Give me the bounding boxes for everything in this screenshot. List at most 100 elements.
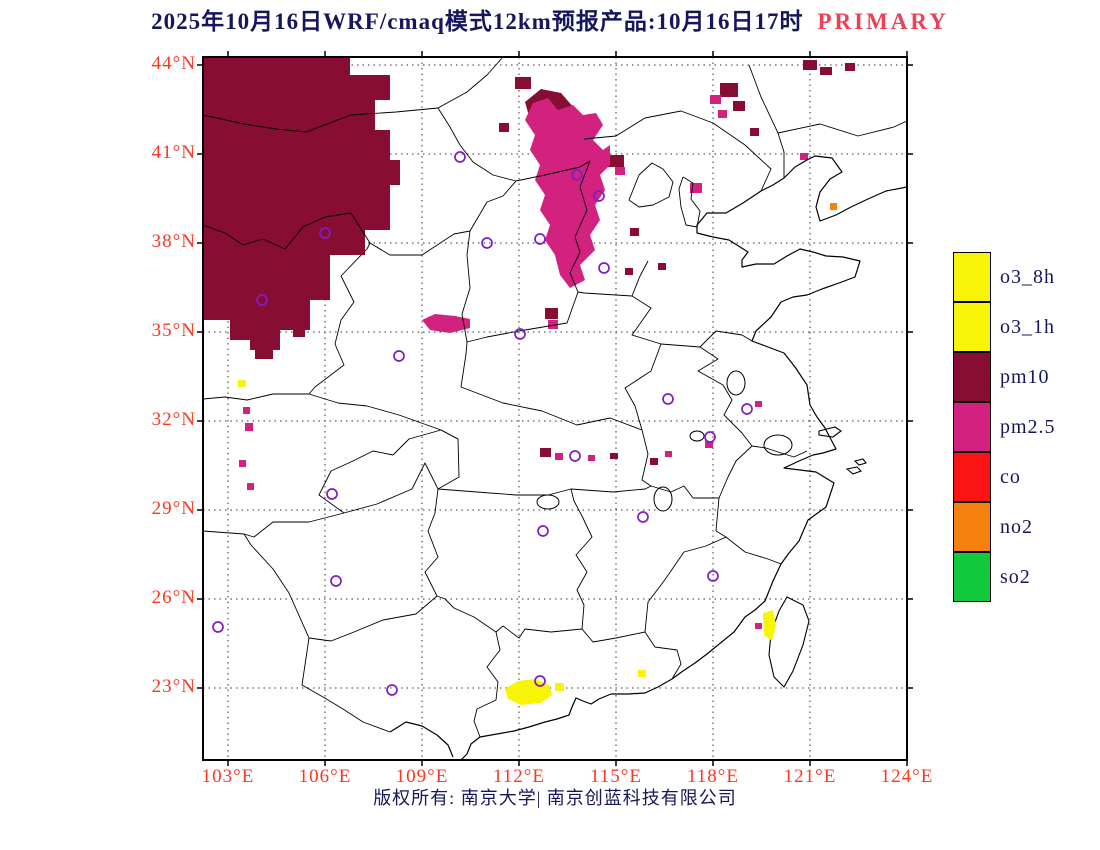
city-marker [534, 233, 546, 245]
city-marker [569, 450, 581, 462]
pm10-region [203, 57, 400, 350]
province-boundary [660, 330, 753, 348]
copyright: 版权所有: 南京大学| 南京创蓝科技有限公司 [373, 788, 737, 808]
forecast-map [197, 51, 913, 766]
legend: o3_8h o3_1h pm10 pm2.5 co no2 so2 [953, 252, 1056, 602]
lon-label: 112°E [493, 766, 545, 787]
province-boundary [583, 110, 772, 192]
city-marker [454, 151, 466, 163]
pm10-cell [625, 268, 633, 275]
island-outline [845, 466, 862, 475]
o3-cell [555, 683, 564, 691]
city-marker [593, 190, 605, 202]
pm10-cell [845, 63, 855, 71]
lat-label: 26°N [151, 587, 196, 608]
pm10-cell [658, 263, 666, 270]
province-boundary [581, 628, 646, 643]
province-boundary [461, 160, 591, 343]
lon-label: 115°E [590, 766, 642, 787]
province-boundary [644, 631, 682, 680]
o3-region [763, 610, 776, 641]
lon-label: 106°E [298, 766, 352, 787]
lat-label: 44°N [151, 53, 196, 74]
lat-label: 38°N [151, 231, 196, 252]
province-boundary [424, 488, 439, 597]
coastline [460, 155, 908, 761]
province-boundary [202, 530, 310, 639]
legend-item: pm10 [953, 352, 1056, 402]
lake-outline [536, 494, 560, 510]
legend-item: no2 [953, 502, 1056, 552]
legend-swatch-o3_8h [953, 252, 991, 302]
province-boundary [751, 445, 808, 458]
pm2.5-cell [247, 483, 254, 490]
legend-swatch-so2 [953, 552, 991, 602]
legend-item: pm2.5 [953, 402, 1056, 452]
pm10-cell [540, 448, 551, 457]
province-boundary [748, 64, 908, 137]
province-boundary [243, 512, 345, 538]
city-marker [662, 393, 674, 405]
province-boundary [308, 393, 460, 490]
legend-label: pm10 [1000, 365, 1050, 388]
pm10-cell [255, 345, 273, 359]
legend-label: pm2.5 [1000, 415, 1056, 438]
province-boundary [650, 485, 719, 499]
pm2.5-cell [800, 153, 808, 160]
primary-tag: PRIMARY [817, 9, 949, 34]
pm2.5-cell [555, 453, 563, 460]
province-boundary [437, 485, 652, 496]
province-boundary [460, 341, 643, 431]
province-boundary [697, 346, 753, 447]
island-outline [818, 426, 842, 438]
lat-label: 23°N [151, 676, 196, 697]
province-boundary [570, 488, 593, 630]
city-marker [330, 575, 342, 587]
coastline [389, 721, 454, 758]
city-marker [256, 294, 268, 306]
pm10-cell [608, 155, 624, 167]
pm2.5-cell [245, 423, 253, 431]
pm10-cell [499, 123, 509, 132]
legend-label: no2 [1000, 515, 1033, 538]
pm10-cell [545, 308, 558, 319]
lon-label: 118°E [687, 766, 739, 787]
province-boundary [777, 132, 785, 178]
lake-outline [726, 370, 746, 396]
lon-label: 121°E [783, 766, 837, 787]
lon-label: 109°E [395, 766, 449, 787]
pm2.5-cell [710, 95, 721, 104]
city-marker [386, 684, 398, 696]
province-boundary [369, 230, 471, 256]
city-marker [741, 403, 753, 415]
province-boundary [644, 536, 727, 633]
province-boundary [202, 212, 352, 250]
city-marker [326, 488, 338, 500]
province-boundary [495, 625, 583, 639]
province-boundary [437, 107, 517, 182]
province-boundary [718, 445, 753, 499]
pm2.5-cell [755, 623, 762, 629]
legend-swatch-pm10 [953, 352, 991, 402]
pm10-cell [630, 228, 639, 236]
pm2.5-region [422, 314, 470, 333]
legend-item: o3_1h [953, 302, 1056, 352]
pm10-cell [293, 327, 305, 337]
pm10-cell [650, 458, 658, 465]
map-frame [202, 56, 908, 761]
province-boundary [715, 497, 782, 565]
city-marker [393, 350, 405, 362]
legend-label: o3_1h [1000, 315, 1055, 338]
pm2.5-region [525, 98, 610, 288]
province-boundary [202, 56, 504, 133]
province-boundary [641, 429, 652, 487]
city-marker [537, 525, 549, 537]
province-boundary [631, 295, 662, 345]
legend-swatch-pm2.5 [953, 402, 991, 452]
city-marker [707, 570, 719, 582]
city-marker [481, 237, 493, 249]
lat-label: 29°N [151, 498, 196, 519]
legend-item: so2 [953, 552, 1056, 602]
legend-item: o3_8h [953, 252, 1056, 302]
